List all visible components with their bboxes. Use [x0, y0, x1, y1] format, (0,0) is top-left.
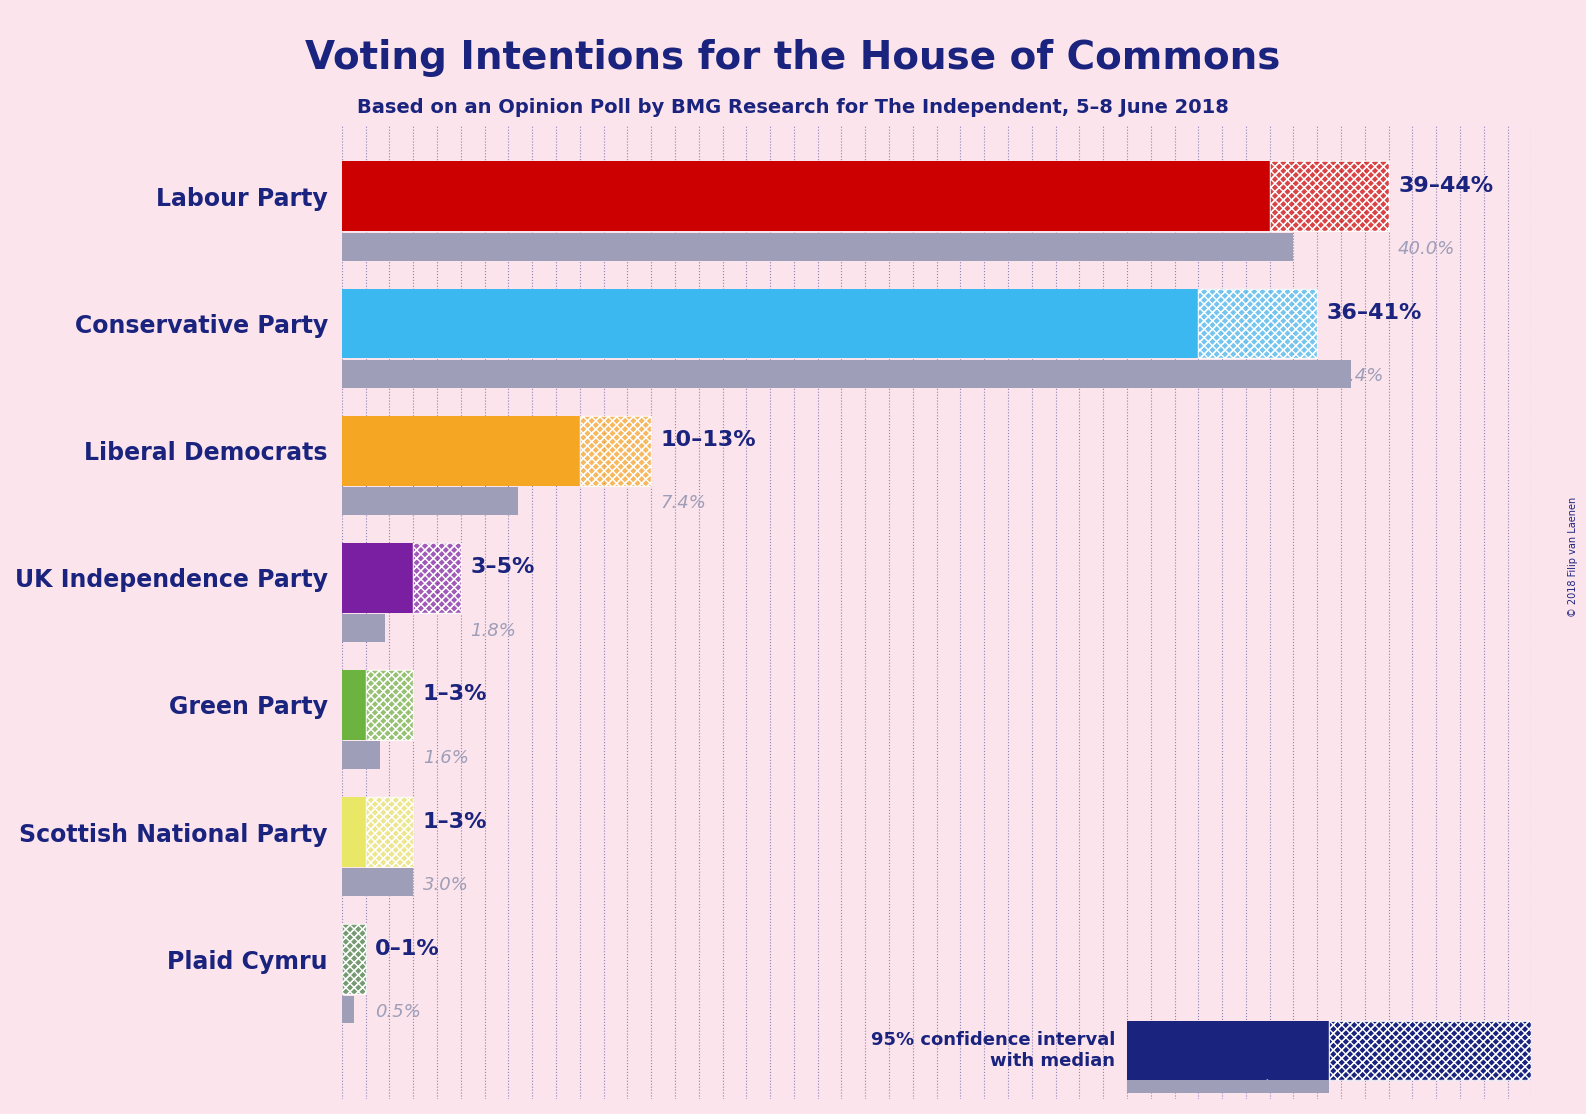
- Bar: [366, 797, 414, 867]
- Bar: [343, 614, 385, 642]
- Bar: [1199, 289, 1318, 359]
- Bar: [414, 543, 462, 613]
- Bar: [366, 670, 414, 740]
- Bar: [1128, 1067, 1329, 1093]
- Text: 10–13%: 10–13%: [661, 430, 757, 450]
- Bar: [1128, 1020, 1329, 1081]
- Text: Based on an Opinion Poll by BMG Research for The Independent, 5–8 June 2018: Based on an Opinion Poll by BMG Research…: [357, 98, 1229, 117]
- Bar: [343, 162, 1270, 232]
- Bar: [1270, 162, 1389, 232]
- Text: 1–3%: 1–3%: [423, 811, 487, 831]
- Text: 3–5%: 3–5%: [471, 557, 534, 577]
- Bar: [343, 543, 414, 613]
- Text: 42.4%: 42.4%: [1327, 368, 1385, 385]
- Bar: [366, 797, 414, 867]
- Bar: [343, 360, 1351, 388]
- Bar: [343, 925, 366, 994]
- Bar: [343, 925, 366, 994]
- Text: 3.0%: 3.0%: [423, 876, 468, 893]
- Bar: [366, 670, 414, 740]
- Bar: [343, 289, 1199, 359]
- Bar: [343, 869, 414, 897]
- Bar: [1199, 289, 1318, 359]
- Text: 40.0%: 40.0%: [1399, 241, 1456, 258]
- Bar: [343, 487, 519, 515]
- Bar: [343, 416, 580, 486]
- Bar: [1270, 162, 1389, 232]
- Text: © 2018 Filip van Laenen: © 2018 Filip van Laenen: [1569, 497, 1578, 617]
- Text: 1.8%: 1.8%: [471, 622, 515, 639]
- Text: 7.4%: 7.4%: [661, 495, 706, 512]
- Text: 95% confidence interval
with median: 95% confidence interval with median: [871, 1032, 1115, 1071]
- Text: 39–44%: 39–44%: [1399, 176, 1494, 196]
- Bar: [343, 233, 1294, 261]
- Bar: [580, 416, 652, 486]
- Text: 1–3%: 1–3%: [423, 684, 487, 704]
- Text: Last result: Last result: [1182, 1078, 1275, 1096]
- Bar: [343, 925, 366, 994]
- Bar: [414, 543, 462, 613]
- Bar: [366, 670, 414, 740]
- Bar: [343, 996, 354, 1024]
- Bar: [343, 741, 381, 769]
- Text: 36–41%: 36–41%: [1327, 303, 1423, 323]
- Bar: [366, 797, 414, 867]
- Bar: [580, 416, 652, 486]
- Text: 1.6%: 1.6%: [423, 749, 468, 766]
- Bar: [414, 543, 462, 613]
- Bar: [1270, 162, 1389, 232]
- Text: 0–1%: 0–1%: [376, 939, 439, 959]
- Bar: [580, 416, 652, 486]
- Bar: [343, 670, 366, 740]
- Bar: [343, 797, 366, 867]
- Bar: [1329, 1020, 1532, 1081]
- Bar: [1199, 289, 1318, 359]
- Text: Voting Intentions for the House of Commons: Voting Intentions for the House of Commo…: [306, 39, 1280, 77]
- Text: 0.5%: 0.5%: [376, 1003, 420, 1022]
- Bar: [1329, 1020, 1532, 1081]
